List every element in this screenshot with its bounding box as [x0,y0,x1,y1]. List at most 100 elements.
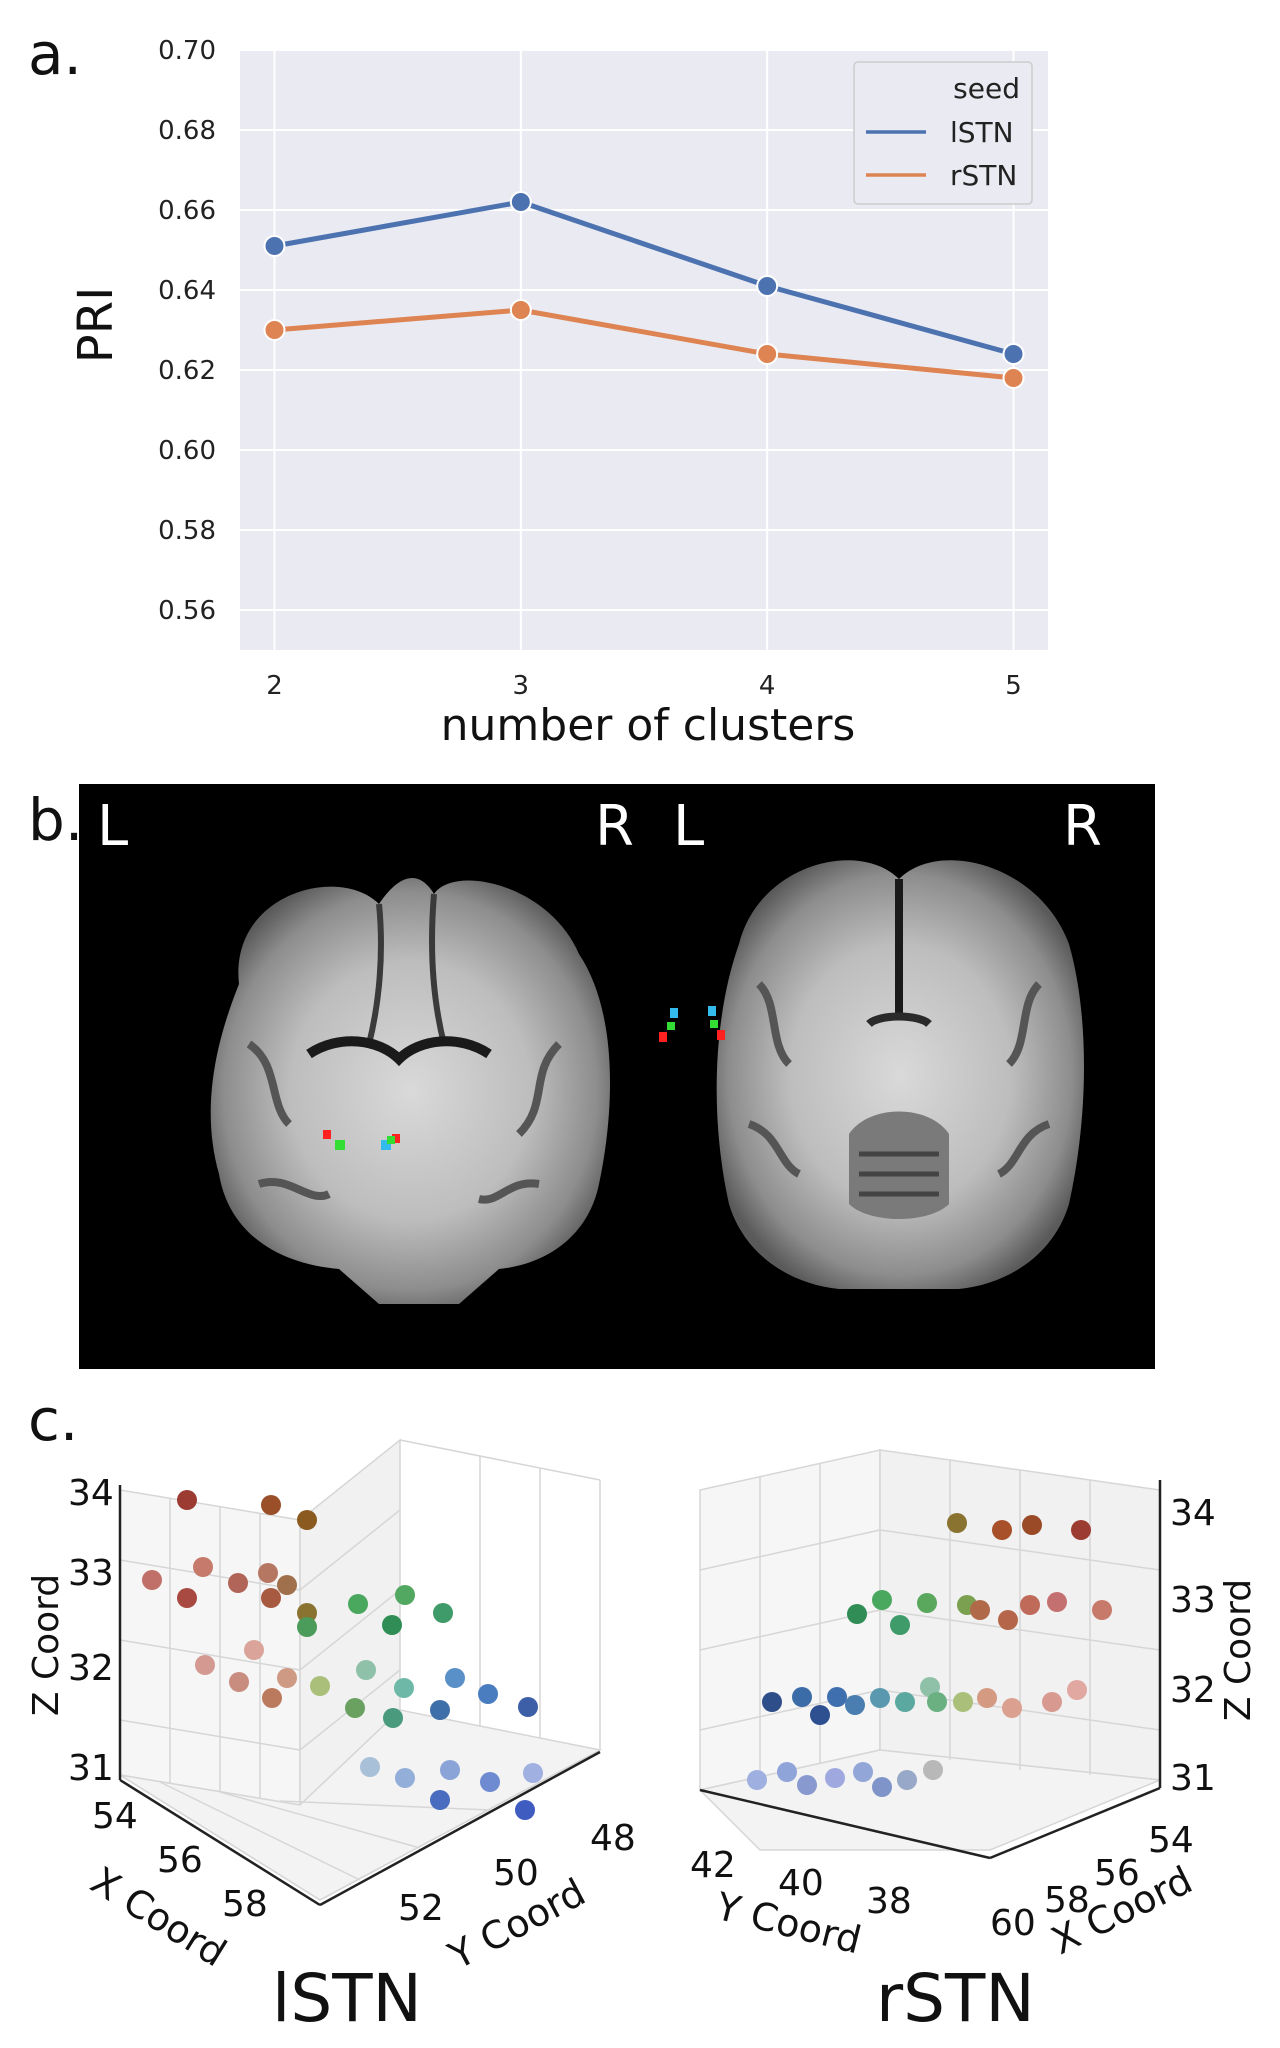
x-tick-label: 4 [759,671,776,701]
lstn-y-tick: 52 [398,1888,444,1929]
lstn-z-tick: 33 [68,1553,114,1594]
lstn-cluster-point [518,1697,538,1717]
rstn-cluster-point [895,1692,915,1712]
lstn-cluster-point [523,1763,543,1783]
lstn-z-tick: 31 [68,1748,114,1789]
lstn-cluster-point [430,1700,450,1720]
lstn-z-tick: 34 [68,1473,114,1514]
rstn-axis-lines [699,1480,1162,1860]
lstn-x-tick: 58 [222,1884,268,1925]
legend: seed lSTN rSTN [853,61,1033,205]
lstn-cluster-point [348,1594,368,1614]
panel-label-c: c. [28,1386,79,1454]
lstn-cluster-point [261,1495,281,1515]
rstn-cluster-point [1092,1600,1112,1620]
data-point-lstn [1002,343,1025,365]
lstn-cluster-point [478,1684,498,1704]
rstn-cluster-point [825,1768,845,1788]
y-tick-label: 0.70 [158,36,216,66]
lstn-cluster-point [229,1672,249,1692]
rstn-cluster-point [992,1520,1012,1540]
y-tick-label: 0.68 [158,116,216,146]
cluster-marker-cyan [708,1006,716,1016]
rstn-cluster-point [762,1692,782,1712]
lstn-3d-axes [119,1438,603,1901]
lstn-cluster-point [395,1585,415,1605]
cluster-marker-red [392,1134,400,1143]
lstn-cluster-point [193,1557,213,1577]
lstn-cluster-point [261,1588,281,1608]
rstn-cluster-point [845,1695,865,1715]
rstn-cluster-point [872,1590,892,1610]
left-hemisphere-label: L [673,794,705,859]
rstn-cluster-point [777,1762,797,1782]
data-point-rstn [509,299,532,321]
cluster-marker-green [387,1136,395,1144]
lstn-cluster-point [310,1676,330,1696]
lstn-cluster-point [395,1768,415,1788]
lstn-cluster-point [480,1772,500,1792]
lstn-cluster-point [277,1668,297,1688]
left-hemisphere-label: L [97,794,129,859]
rstn-cluster-point [920,1677,940,1697]
rstn-y-tick: 40 [778,1863,824,1904]
cluster-marker-cyan [381,1140,391,1150]
rstn-caption: rSTN [876,1960,1035,2037]
rstn-cluster-point [847,1604,867,1624]
legend-label-lstn: lSTN [950,116,1014,149]
y-tick-label: 0.62 [158,356,216,386]
rstn-cluster-point [1042,1692,1062,1712]
cluster-marker-red [323,1130,331,1139]
rstn-cluster-point [1020,1595,1040,1615]
lstn-cluster-point [262,1688,282,1708]
rstn-cluster-point [1002,1698,1022,1718]
data-point-rstn [263,319,286,341]
rstn-cluster-point [927,1692,947,1712]
right-hemisphere-label: R [595,794,634,859]
lstn-cluster-point [430,1790,450,1810]
lstn-cluster-point [142,1570,162,1590]
rstn-cluster-point [998,1610,1018,1630]
rstn-cluster-point [923,1760,943,1780]
rstn-cluster-point [970,1600,990,1620]
rstn-cluster-point [810,1705,830,1725]
rstn-cluster-point [792,1687,812,1707]
y-tick-label: 0.64 [158,276,216,306]
rstn-cluster-point [853,1762,873,1782]
data-point-lstn [509,191,532,213]
lstn-cluster-point [228,1573,248,1593]
series-line-lstn [274,199,1015,357]
lstn-cluster-point [360,1757,380,1777]
rstn-x-tick: 58 [1044,1880,1090,1921]
x-tick-label: 3 [513,671,530,701]
lstn-cluster-point [297,1603,317,1623]
rstn-z-axis-label: Z Coord [1218,1579,1259,1721]
lstn-cluster-point [297,1617,317,1637]
cluster-marker-green [335,1140,345,1150]
data-point-lstn [263,235,286,257]
rstn-z-tick: 34 [1170,1493,1216,1534]
y-tick-label: 0.60 [158,436,216,466]
rstn-cluster-point [797,1775,817,1795]
rstn-cluster-point [1071,1520,1091,1540]
lstn-cluster-point [515,1800,535,1820]
data-point-lstn [756,275,779,297]
lstn-cluster-point [177,1490,197,1510]
rstn-y-tick: 42 [690,1845,736,1886]
lstn-cluster-point [195,1655,215,1675]
rstn-x-tick: 56 [1094,1853,1140,1894]
lstn-cluster-point [383,1708,403,1728]
rstn-cluster-point [1022,1515,1042,1535]
rstn-cluster-point [897,1770,917,1790]
lstn-axis-lines [118,1485,601,1907]
lstn-x-tick: 54 [92,1796,138,1837]
lstn-x-tick: 56 [157,1840,203,1881]
axial-brain-slice [659,860,1084,1289]
cluster-marker-red [717,1030,725,1040]
brain-mri-panel: L R L R [79,784,1155,1369]
legend-title: seed [953,72,1020,105]
x-tick-label: 5 [1005,671,1022,701]
lstn-cluster-point [382,1615,402,1635]
lstn-cluster-point [440,1760,460,1780]
rstn-z-tick: 31 [1170,1758,1216,1799]
